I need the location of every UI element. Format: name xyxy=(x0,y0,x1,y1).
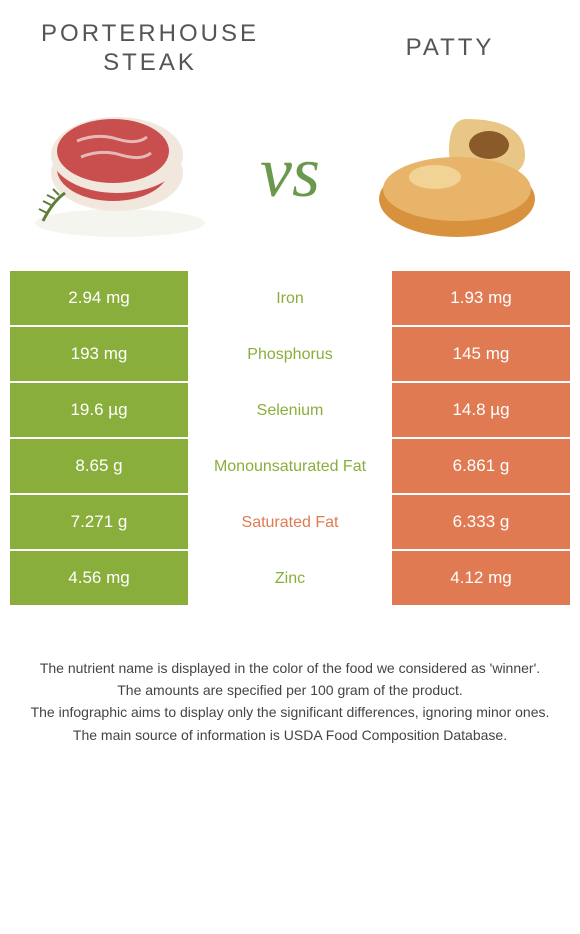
nutrient-label: Saturated Fat xyxy=(190,495,390,551)
food-image-right xyxy=(365,103,555,243)
nutrient-row: 7.271 gSaturated Fat6.333 g xyxy=(10,495,570,551)
nutrient-table: 2.94 mgIron1.93 mg193 mgPhosphorus145 mg… xyxy=(10,271,570,607)
vs-label: vs xyxy=(260,131,320,214)
nutrient-label: Iron xyxy=(190,271,390,327)
footer-line: The amounts are specified per 100 gram o… xyxy=(30,679,550,701)
nutrient-value-left: 8.65 g xyxy=(10,439,190,495)
nutrient-label: Selenium xyxy=(190,383,390,439)
image-row: vs xyxy=(0,88,580,271)
footer-line: The main source of information is USDA F… xyxy=(30,724,550,746)
header-row: Porterhouse steak Patty xyxy=(0,0,580,88)
nutrient-row: 8.65 gMonounsaturated Fat6.861 g xyxy=(10,439,570,495)
nutrient-value-left: 4.56 mg xyxy=(10,551,190,607)
nutrient-value-right: 4.12 mg xyxy=(390,551,570,607)
nutrient-value-right: 6.861 g xyxy=(390,439,570,495)
nutrient-row: 2.94 mgIron1.93 mg xyxy=(10,271,570,327)
food-image-left xyxy=(25,103,215,243)
nutrient-value-right: 1.93 mg xyxy=(390,271,570,327)
nutrient-value-left: 193 mg xyxy=(10,327,190,383)
footer-notes: The nutrient name is displayed in the co… xyxy=(0,607,580,767)
footer-line: The infographic aims to display only the… xyxy=(30,701,550,723)
food-title-left: Porterhouse steak xyxy=(40,20,260,78)
nutrient-row: 19.6 µgSelenium14.8 µg xyxy=(10,383,570,439)
nutrient-value-left: 19.6 µg xyxy=(10,383,190,439)
nutrient-label: Monounsaturated Fat xyxy=(190,439,390,495)
nutrient-value-right: 6.333 g xyxy=(390,495,570,551)
food-title-right: Patty xyxy=(360,34,540,63)
nutrient-row: 193 mgPhosphorus145 mg xyxy=(10,327,570,383)
nutrient-value-left: 7.271 g xyxy=(10,495,190,551)
nutrient-label: Zinc xyxy=(190,551,390,607)
nutrient-value-right: 145 mg xyxy=(390,327,570,383)
nutrient-label: Phosphorus xyxy=(190,327,390,383)
nutrient-value-left: 2.94 mg xyxy=(10,271,190,327)
nutrient-value-right: 14.8 µg xyxy=(390,383,570,439)
nutrient-row: 4.56 mgZinc4.12 mg xyxy=(10,551,570,607)
footer-line: The nutrient name is displayed in the co… xyxy=(30,657,550,679)
